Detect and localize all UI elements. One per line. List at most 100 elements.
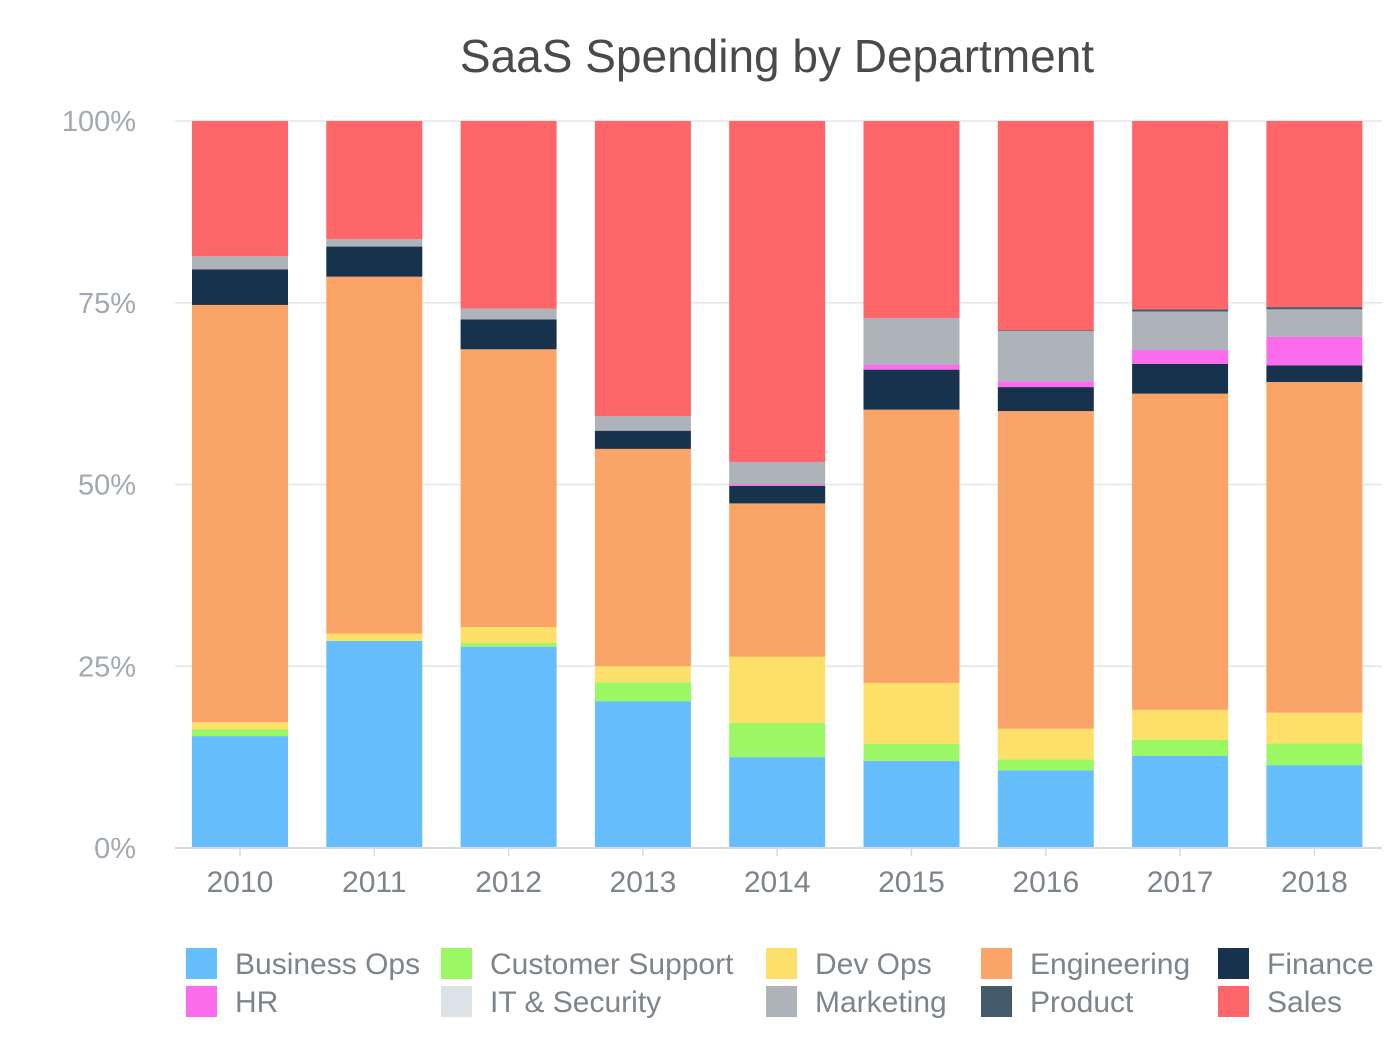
legend-item-marketing[interactable]: Marketing (766, 986, 947, 1019)
bar-segment-customer-support-2013 (594, 682, 691, 702)
bar-segment-engineering-2015 (863, 409, 960, 683)
legend-swatch (1218, 986, 1249, 1017)
x-tick-label: 2014 (744, 866, 811, 899)
bar-segment-marketing-2017 (1132, 311, 1229, 351)
bar-segment-product-2017 (1132, 309, 1229, 312)
legend-swatch (766, 986, 797, 1017)
bar-segment-finance-2014 (729, 485, 826, 504)
bar-segment-finance-2013 (594, 430, 691, 449)
bar-segment-customer-support-2018 (1266, 743, 1363, 766)
bar-segment-business-ops-2010 (192, 736, 288, 848)
legend: Business Ops Customer Support Dev Ops Engin… (186, 948, 1374, 1019)
bar-segment-dev-ops-2011 (326, 633, 423, 641)
bar-segment-dev-ops-2010 (192, 722, 288, 730)
bar-segment-business-ops-2014 (729, 757, 826, 848)
bar-segment-business-ops-2018 (1266, 765, 1363, 848)
bar-stack-2018 (1266, 121, 1363, 848)
bar-segment-dev-ops-2018 (1266, 712, 1363, 744)
bar-segment-sales-2011 (326, 121, 423, 240)
bar-stack-2014 (729, 121, 826, 848)
legend-swatch (981, 948, 1012, 979)
bar-segment-hr-2018 (1266, 336, 1363, 366)
bar-segment-sales-2017 (1132, 121, 1229, 310)
bar-segment-dev-ops-2013 (594, 666, 691, 683)
legend-item-customer-support[interactable]: Customer Support (441, 948, 734, 981)
bar-segment-dev-ops-2012 (460, 626, 557, 643)
bar-segment-hr-2016 (997, 381, 1094, 388)
bar-segment-finance-2011 (326, 246, 423, 277)
legend-item-it-security[interactable]: IT & Security (441, 986, 661, 1019)
bar-segment-finance-2017 (1132, 363, 1229, 394)
y-tick-label: 100% (62, 106, 136, 138)
legend-item-finance[interactable]: Finance (1218, 948, 1374, 981)
bar-segment-business-ops-2015 (863, 760, 960, 848)
bar-segment-customer-support-2017 (1132, 739, 1229, 756)
bar-segment-marketing-2011 (326, 239, 423, 247)
bar-segment-marketing-2018 (1266, 309, 1363, 337)
bar-segment-marketing-2010 (192, 256, 288, 270)
bar-segment-marketing-2015 (863, 318, 960, 365)
bar-segment-engineering-2012 (460, 349, 557, 627)
legend-label: Customer Support (490, 948, 734, 981)
bar-segment-marketing-2013 (594, 416, 691, 431)
legend-swatch (981, 986, 1012, 1017)
x-axis-ticks: 2010 2011 2012 2013 2014 2015 2016 2017 2018 (207, 848, 1348, 899)
bar-segment-engineering-2013 (594, 448, 691, 667)
bar-segment-engineering-2014 (729, 503, 826, 657)
bar-segment-hr-2014 (729, 484, 826, 486)
x-tick-label: 2012 (475, 866, 542, 899)
bar-segment-sales-2015 (863, 121, 960, 319)
bar-segment-marketing-2012 (460, 308, 557, 320)
legend-swatch (441, 948, 472, 979)
bar-segment-sales-2013 (594, 121, 691, 417)
bar-segment-finance-2015 (863, 369, 960, 410)
legend-swatch (1218, 948, 1249, 979)
bar-segment-finance-2016 (997, 387, 1094, 412)
bar-segment-customer-support-2010 (192, 729, 288, 737)
x-tick-label: 2015 (878, 866, 945, 899)
bar-segment-customer-support-2015 (863, 744, 960, 761)
x-tick-label: 2010 (207, 866, 274, 899)
legend-item-business-ops[interactable]: Business Ops (186, 948, 420, 981)
bar-segment-sales-2018 (1266, 121, 1363, 308)
legend-swatch (186, 986, 217, 1017)
legend-label: Finance (1267, 948, 1374, 981)
bar-segment-marketing-2014 (729, 461, 826, 485)
legend-item-sales[interactable]: Sales (1218, 986, 1342, 1019)
legend-label: Dev Ops (815, 948, 932, 981)
bar-segment-dev-ops-2016 (997, 728, 1094, 760)
bar-segment-customer-support-2012 (460, 642, 557, 647)
y-axis-ticks: 0% 25% 50% 75% 100% (62, 106, 136, 865)
bar-segment-product-2018 (1266, 307, 1363, 310)
bar-stack-2015 (863, 121, 960, 848)
bar-stack-2010 (192, 121, 288, 848)
bar-segment-dev-ops-2015 (863, 682, 960, 745)
legend-label: Sales (1267, 986, 1342, 1019)
bar-segment-sales-2010 (192, 121, 288, 257)
y-tick-label: 50% (78, 470, 136, 502)
legend-item-engineering[interactable]: Engineering (981, 948, 1190, 981)
bar-segment-sales-2016 (997, 121, 1094, 331)
bar-segment-business-ops-2012 (460, 646, 557, 848)
bar-segment-customer-support-2014 (729, 722, 826, 758)
bar-segment-engineering-2018 (1266, 381, 1363, 713)
legend-item-dev-ops[interactable]: Dev Ops (766, 948, 932, 981)
legend-label: IT & Security (490, 986, 661, 1019)
x-tick-label: 2013 (610, 866, 677, 899)
legend-item-hr[interactable]: HR (186, 986, 278, 1019)
bars (192, 121, 1363, 848)
legend-label: Product (1030, 986, 1134, 1019)
bar-stack-2017 (1132, 121, 1229, 848)
legend-item-product[interactable]: Product (981, 986, 1134, 1019)
bar-stack-2013 (594, 121, 691, 848)
chart-title: SaaS Spending by Department (460, 30, 1094, 82)
x-tick-label: 2016 (1012, 866, 1079, 899)
x-tick-label: 2018 (1281, 866, 1348, 899)
bar-segment-dev-ops-2017 (1132, 709, 1229, 740)
bar-segment-customer-support-2016 (997, 759, 1094, 771)
bar-segment-product-2016 (997, 330, 1094, 332)
bar-segment-hr-2015 (863, 364, 960, 370)
bar-segment-finance-2012 (460, 319, 557, 350)
bar-segment-business-ops-2013 (594, 701, 691, 848)
